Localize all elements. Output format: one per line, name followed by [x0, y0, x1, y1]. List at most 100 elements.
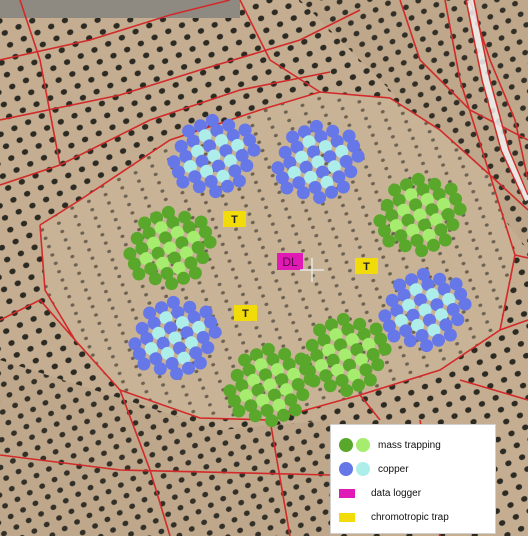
trap-label: T [231, 214, 238, 226]
copper-dot [137, 357, 151, 371]
copper-dot [182, 124, 196, 138]
copper-dot [238, 123, 252, 137]
copper-dot [159, 311, 173, 325]
mass-trapping-dot [374, 332, 388, 346]
mass-trapping-dot [444, 182, 458, 196]
copper-dot [458, 297, 472, 311]
copper-dot [302, 135, 316, 149]
copper-dot [183, 160, 197, 174]
copper-dot [433, 272, 447, 286]
mass-trapping-dot [130, 231, 144, 245]
copper-dot [182, 361, 195, 375]
mass-trapping-dot [420, 193, 434, 207]
copper-dot [405, 273, 418, 287]
copper-dot [385, 293, 399, 307]
copper-dot [226, 128, 240, 142]
legend-label: copper [378, 463, 409, 475]
mass-trapping-dot [359, 363, 373, 377]
copper-dot [207, 149, 221, 163]
copper-dot [296, 186, 310, 200]
copper-dot [418, 303, 432, 317]
mass-trapping-dot [259, 368, 272, 382]
copper-dot [292, 176, 306, 190]
copper-dot [411, 318, 425, 332]
mass-trapping-dot [278, 347, 292, 361]
copper-dot [240, 159, 254, 173]
copper-dot [446, 303, 460, 316]
copper-dot [378, 309, 392, 323]
copper-dot [183, 300, 197, 314]
mass-trapping-dot [142, 226, 156, 240]
mass-trapping-dot [277, 408, 290, 422]
mass-trapping-dot [326, 353, 340, 367]
mass-trapping-dot [239, 389, 253, 403]
copper-dot [280, 181, 294, 195]
copper-dot [201, 341, 215, 355]
mass-trapping-dot [263, 378, 277, 392]
mass-trapping-dot [350, 343, 364, 357]
mass-trapping-dot [282, 357, 296, 371]
copper-dot [200, 164, 214, 178]
mass-trapping-dot [352, 378, 365, 392]
mass-trapping-dot [166, 216, 180, 229]
mass-trapping-dot [410, 234, 424, 247]
copper-dot [191, 144, 205, 158]
mass-trapping-dot [401, 213, 415, 227]
copper-dot [308, 181, 322, 194]
mass-trapping-dot [373, 214, 387, 228]
mass-trapping-dot [422, 228, 436, 242]
mass-trapping-dot [150, 211, 163, 225]
copper-dot [243, 133, 257, 147]
mass-trapping-dot [268, 388, 281, 402]
mass-trapping-dot [232, 404, 246, 418]
mass-trapping-dot [305, 338, 319, 352]
mass-trapping-dot [223, 384, 237, 398]
copper-dot [309, 119, 323, 133]
copper-dot [439, 318, 453, 332]
copper-dot [351, 149, 365, 163]
copper-dot [192, 320, 206, 334]
copper-dot [192, 180, 206, 194]
mass-trapping-dot [154, 221, 168, 235]
mass-trapping-dot [334, 338, 347, 352]
copper-dot [443, 328, 457, 342]
legend-item-data-logger: data logger [339, 483, 421, 503]
mass-trapping-dot [377, 224, 391, 238]
copper-dot [327, 160, 341, 174]
mass-trapping-dot [159, 231, 172, 245]
copper-dot [174, 139, 188, 153]
copper-dot [219, 144, 233, 158]
mass-trapping-dot [362, 337, 376, 351]
copper-dot [198, 129, 212, 143]
copper-dot [283, 156, 297, 169]
mass-trapping-dot [156, 256, 170, 270]
mass-trapping-dot [238, 353, 252, 367]
copper-dot [278, 145, 292, 159]
copper-dot [209, 185, 223, 199]
copper-dot [195, 154, 209, 168]
copper-dot [171, 306, 185, 319]
mass-trapping-dot [378, 342, 392, 356]
copper-dot [223, 154, 237, 168]
mass-trapping-dot [287, 367, 301, 381]
copper-dot [420, 339, 434, 353]
mass-trapping-dot [380, 198, 394, 212]
mass-trapping-dot [227, 394, 241, 408]
mass-trapping-dot [438, 233, 452, 247]
mass-trapping-dot [291, 378, 305, 391]
mass-trapping-dot [170, 226, 184, 240]
mass-trapping-dot [345, 333, 359, 347]
copper-dot [393, 278, 407, 292]
green-dot-icon [339, 438, 353, 452]
copper-dot [176, 175, 190, 189]
mass-trapping-dot [175, 236, 189, 250]
legend-item-chromotropic-trap: chromotropic trap [339, 507, 449, 527]
data-logger-label: DL [282, 255, 298, 269]
copper-dot [425, 288, 439, 302]
mass-trapping-dot [284, 393, 298, 407]
legend-item-copper: copper [339, 459, 409, 479]
mass-trapping-dot [187, 230, 201, 244]
mass-trapping-dot [366, 348, 380, 361]
copper-dot [189, 346, 203, 360]
